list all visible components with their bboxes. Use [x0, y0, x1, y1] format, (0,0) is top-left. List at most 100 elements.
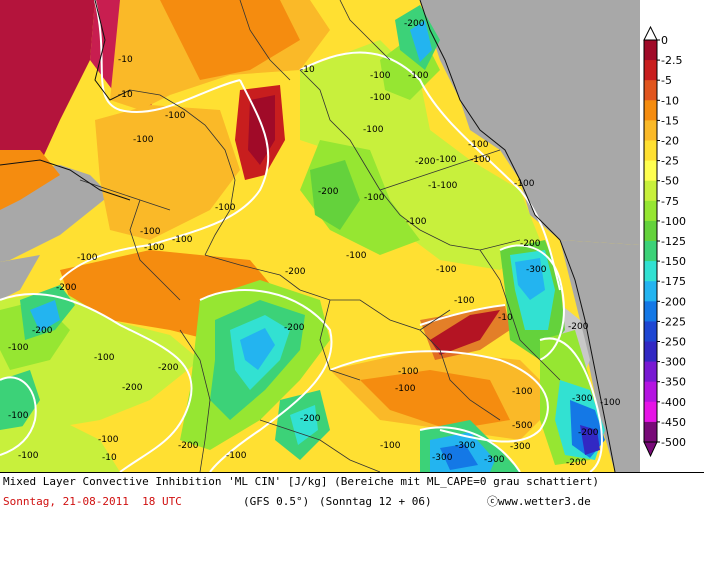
contour-label: -300 [432, 453, 453, 463]
legend-tick-label: -300 [661, 356, 686, 369]
cin-contours [0, 0, 603, 472]
legend-swatch [644, 241, 657, 262]
contour-label: -300 [455, 441, 476, 451]
contour-label: -100 [470, 155, 491, 165]
contour-label: -200 [284, 323, 305, 333]
contour-label: -200 [566, 458, 587, 468]
contour-label: -200 [318, 187, 339, 197]
legend-swatch [644, 341, 657, 363]
contour-label: -300 [526, 265, 547, 275]
contour-label: -100 [370, 71, 391, 81]
legend-tick-label: -50 [661, 175, 679, 188]
contour-label: -100 [363, 125, 384, 135]
copyright: ⓒwww.wetter3.de [487, 495, 591, 508]
footer-meta: Sonntag, 21-08-2011 18 UTC (GFS 0.5°) (S… [3, 495, 703, 573]
contour-label: -100 [8, 411, 29, 421]
contour-label: -100 [133, 135, 154, 145]
legend-swatch [644, 80, 657, 101]
contour-label: -200 [568, 322, 589, 332]
legend-tick-label: -75 [661, 195, 679, 208]
footer: Mixed Layer Convective Inhibition 'ML CI… [0, 472, 704, 514]
contour-label: -100 [215, 203, 236, 213]
model-run: (Sonntag 12 + 06) [319, 495, 432, 508]
legend-swatch [644, 421, 657, 443]
contour-label: -100 [512, 387, 533, 397]
contour-label: -100 [77, 253, 98, 263]
legend-swatch [644, 40, 657, 61]
chart-frame: -10 -10 -10 -100 -100 -100 -100 -100 -20… [0, 0, 704, 514]
contour-label: -200 [578, 428, 599, 438]
legend-swatch [644, 220, 657, 242]
contour-label: -200 [32, 326, 53, 336]
moderate-inhibition-areas [0, 5, 605, 472]
contour-label: -200 [404, 19, 425, 29]
legend-swatch [644, 301, 657, 322]
legend-tick-label: -450 [661, 416, 686, 429]
contour-label: -100 [370, 93, 391, 103]
contour-label: -100 [514, 179, 535, 189]
contour-label: -100 [165, 111, 186, 121]
contour-label: -200 [520, 239, 541, 249]
legend-tick-label: -10 [661, 94, 679, 107]
contour-label: -200 [285, 267, 306, 277]
contour-label: -300 [572, 394, 593, 404]
legend-tick-label: -125 [661, 235, 686, 248]
legend-tick-label: -400 [661, 396, 686, 409]
contour-label: -100 [468, 140, 489, 150]
contour-label: -100 [436, 155, 457, 165]
color-scale-legend: 0 -2.5 -5 -10 -15 -20 -25 -50 -75 -100 -125 -150 -17… [640, 0, 704, 472]
legend-swatch [644, 120, 657, 141]
contour-label: -100 [395, 384, 416, 394]
legend-bar: 0 -2.5 -5 -10 -15 -20 -25 -50 -75 -100 -125 -150 -17… [643, 25, 686, 458]
contour-label: -10 [118, 90, 133, 100]
contour-label: -200 [178, 441, 199, 451]
contour-label: -200 [56, 283, 77, 293]
contour-label: -100 [406, 217, 427, 227]
legend-tick-label: -5 [661, 74, 672, 87]
contour-label: -10 [300, 65, 315, 75]
legend-tick-label: -225 [661, 315, 686, 328]
legend-swatch [644, 281, 657, 302]
contour-label: -100 [346, 251, 367, 261]
legend-tick-label: -150 [661, 255, 686, 268]
contour-label: -500 [512, 421, 533, 431]
contour-label: -100 [98, 435, 119, 445]
contour-label: -100 [140, 227, 161, 237]
legend-tick-label: -250 [661, 336, 686, 349]
contour-label: -300 [484, 455, 505, 465]
contour-label: -100 [436, 265, 457, 275]
legend-swatch [644, 140, 657, 162]
valid-date: Sonntag, 21-08-2011 18 UTC [3, 495, 182, 508]
contour-label: -100 [94, 353, 115, 363]
contour-label: -100 [380, 441, 401, 451]
legend-tick-label: 0 [661, 34, 668, 47]
legend-tick-label: -350 [661, 376, 686, 389]
contour-label: -200 [415, 157, 436, 167]
contour-label: -200 [122, 383, 143, 393]
contour-label: -100 [172, 235, 193, 245]
legend-swatch [644, 200, 657, 222]
contour-label: -10 [118, 55, 133, 65]
model-name: (GFS 0.5°) [243, 495, 310, 508]
legend-top-arrow [643, 25, 658, 41]
legend-swatch [644, 381, 657, 403]
contour-label: -10 [102, 453, 117, 463]
contour-label: -100 [364, 193, 385, 203]
legend-tick-label: -100 [661, 215, 686, 228]
contour-label: -100 [398, 367, 419, 377]
legend-swatch [644, 160, 657, 182]
legend-tick-label: -200 [661, 295, 686, 308]
legend-tick-label: -15 [661, 114, 679, 127]
contour-label: -200 [158, 363, 179, 373]
legend-tick-label: -20 [661, 135, 679, 148]
contour-label: -100 [600, 398, 621, 408]
contour-label: -10 [498, 313, 513, 323]
legend-tick-label: -25 [661, 155, 679, 168]
contour-label: -100 [18, 451, 39, 461]
chart-caption: Mixed Layer Convective Inhibition 'ML CI… [3, 475, 600, 488]
contour-label: -100 [144, 243, 165, 253]
legend-swatch [644, 60, 657, 81]
country-borders [79, 0, 561, 472]
contour-label: -100 [226, 451, 247, 461]
legend-swatch [644, 261, 657, 282]
